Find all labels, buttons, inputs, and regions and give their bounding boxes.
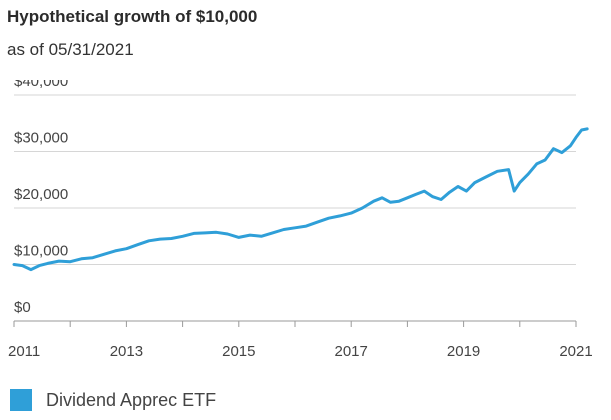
y-tick-label: $10,000 xyxy=(14,243,68,260)
series-line-dividend-apprec-etf xyxy=(12,127,589,272)
x-tick-label: 2011 xyxy=(8,343,40,360)
y-tick-label: $40,000 xyxy=(14,80,68,90)
x-tick-label: 2021 xyxy=(559,343,592,360)
y-tick-label: $30,000 xyxy=(14,130,68,147)
x-tick-label: 2019 xyxy=(447,343,480,360)
legend-swatch xyxy=(10,389,32,411)
chart-legend: Dividend Apprec ETF xyxy=(10,388,216,412)
x-tick-label: 2017 xyxy=(335,343,368,360)
chart-title: Hypothetical growth of $10,000 xyxy=(7,7,258,26)
growth-line-chart: $0 $10,000 $20,000 $30,000 $40,000 2011 2013 20… xyxy=(8,80,593,360)
x-tick-label: 2015 xyxy=(222,343,255,360)
chart-subtitle: as of 05/31/2021 xyxy=(7,40,134,59)
legend-label: Dividend Apprec ETF xyxy=(46,389,217,410)
y-tick-label: $20,000 xyxy=(14,186,68,203)
y-tick-label: $0 xyxy=(14,299,31,316)
x-tick-label: 2013 xyxy=(110,343,143,360)
